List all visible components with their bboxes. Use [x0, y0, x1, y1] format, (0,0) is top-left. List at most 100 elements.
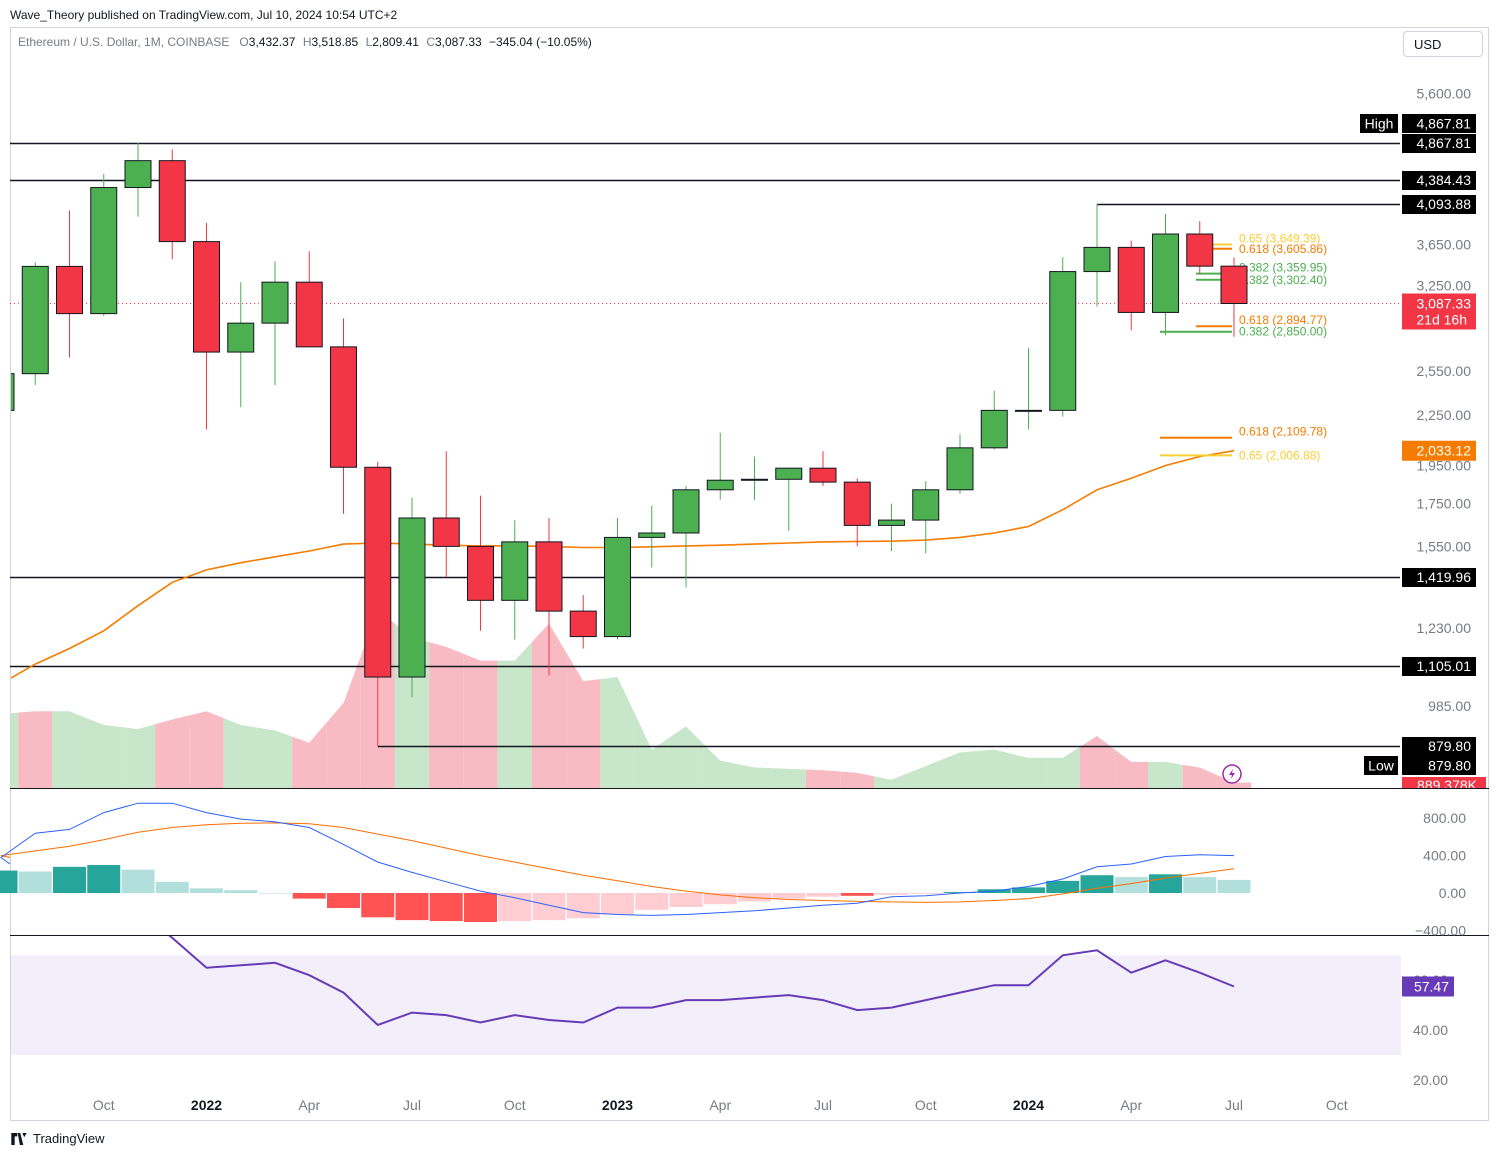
candle-body [398, 517, 426, 678]
high-marker-value: 4,867.81 [1417, 116, 1472, 132]
macd-histogram-bar [190, 888, 223, 893]
candle-body [980, 409, 1008, 449]
volume-bar [805, 769, 841, 788]
candle-body [1220, 265, 1248, 305]
volume-bar [155, 715, 190, 788]
volume-bar [566, 652, 601, 788]
low-marker-box [1364, 756, 1398, 775]
legend-high: 3,518.85 [311, 35, 359, 49]
fib-level-label: 0.618 (3,605.86) [1239, 242, 1327, 256]
candle-body [1117, 246, 1145, 313]
fib-level-label: 0.618 (2,109.78) [1239, 425, 1327, 439]
macd-axis-tick: 800.00 [1423, 810, 1466, 826]
macd-histogram-bar [772, 893, 806, 899]
time-axis-tick: Oct [915, 1097, 937, 1113]
macd-histogram-bar [1183, 877, 1217, 893]
candle-body [501, 541, 529, 601]
fib-level-label: 0.618 (2,894.77) [1239, 313, 1327, 327]
legend-close: 3,087.33 [434, 35, 482, 49]
level-price-label: 4,867.81 [1417, 135, 1472, 151]
candle-body [775, 467, 803, 480]
macd-histogram-bar [909, 893, 943, 894]
publisher-caption: Wave_Theory published on TradingView.com… [10, 8, 398, 22]
macd-histogram-bar [601, 893, 634, 915]
price-tag-box [1402, 737, 1476, 756]
level-price-label: 1,105.01 [1417, 658, 1472, 674]
moving-average-line [1, 684, 10, 788]
price-tag-box [1402, 657, 1476, 676]
price-tag-box [1402, 195, 1476, 214]
level-price-label: 1,419.96 [1417, 569, 1472, 585]
candles-layer[interactable] [0, 143, 1248, 746]
high-marker-value-box [1402, 114, 1476, 133]
time-axis-tick: Jul [1225, 1097, 1243, 1113]
macd-histogram-bar [464, 893, 497, 922]
legend-change: −345.04 (−10.05%) [489, 35, 592, 49]
macd-histogram-bar [1012, 887, 1045, 893]
candle-body [295, 281, 323, 348]
candle-body [432, 517, 460, 547]
time-axis-tick: 2023 [602, 1097, 633, 1113]
candle-body [227, 322, 255, 353]
volume-bar [52, 711, 87, 788]
price-axis-tick: 1,230.00 [1417, 620, 1472, 636]
macd-histogram-bar [1217, 879, 1251, 893]
time-axis-tick: Oct [1326, 1097, 1348, 1113]
candle-body [946, 447, 974, 491]
volume-bar [977, 749, 1012, 788]
volume-bar [942, 751, 978, 788]
macd-histogram-bar [121, 869, 155, 893]
macd-signal-line [0, 822, 1235, 903]
macd-histogram-bar [1114, 877, 1148, 893]
volume-bar [1148, 761, 1183, 788]
macd-histogram-bar [1149, 874, 1182, 893]
candle-body [1152, 233, 1179, 313]
footer-brand-label: TradingView [33, 1131, 105, 1146]
volume-bar [600, 677, 635, 788]
macd-histogram-bar [395, 893, 429, 921]
footer-brand: TradingView [10, 1131, 105, 1146]
volume-bar [189, 711, 224, 788]
macd-histogram-bar [0, 870, 18, 893]
ohlc-legend: Ethereum / U.S. Dollar, 1M, COINBASE O3,… [18, 35, 596, 49]
candle-body [878, 519, 905, 526]
candle-body [467, 545, 494, 601]
time-axis-tick: Oct [93, 1097, 115, 1113]
candle-body [1049, 271, 1077, 411]
low-marker-value: 879.80 [1428, 758, 1471, 774]
volume-bar [737, 764, 772, 788]
last-price-value: 3,087.33 [1417, 296, 1472, 312]
low-marker-value-box [1402, 756, 1476, 775]
rsi-value-label: 57.47 [1414, 978, 1449, 994]
rsi-pane [11, 936, 1401, 1055]
macd-histogram-bar [327, 893, 360, 908]
macd-histogram-bar [875, 893, 908, 895]
last-price-countdown: 21d 16h [1416, 312, 1467, 328]
volume-bar [1216, 774, 1252, 788]
volume-bar [429, 642, 464, 788]
price-labels-layer: 4,867.81 4,384.43 4,093.88 1,419.96 1,105.01… [1222, 114, 1486, 997]
currency-button[interactable]: USD [1403, 31, 1483, 57]
legend-symbol: Ethereum / U.S. Dollar, 1M, COINBASE [18, 35, 230, 49]
macd-histogram-bar [566, 893, 600, 919]
volume-bar [326, 656, 361, 788]
macd-histogram-bar [635, 893, 669, 910]
volume-bar [463, 653, 498, 788]
macd-line [0, 802, 1235, 916]
volume-bar [874, 772, 909, 788]
fib-level-label: 0.382 (3,359.95) [1239, 261, 1327, 275]
legend-high-label: H [302, 35, 312, 49]
last-price-box [1402, 293, 1476, 330]
macd-axis-tick: 400.00 [1423, 848, 1466, 864]
time-axis-tick: 2024 [1013, 1097, 1044, 1113]
volume-bar [908, 759, 943, 788]
legend-open-label: O [239, 35, 249, 49]
legend-open: 3,432.37 [248, 35, 296, 49]
macd-histogram-bar [224, 890, 258, 893]
macd-histogram-bar [1046, 880, 1080, 893]
candle-body [1015, 409, 1042, 412]
volume-bar [86, 718, 121, 788]
price-tag-box [1402, 568, 1476, 587]
rsi-band [11, 955, 1401, 1055]
